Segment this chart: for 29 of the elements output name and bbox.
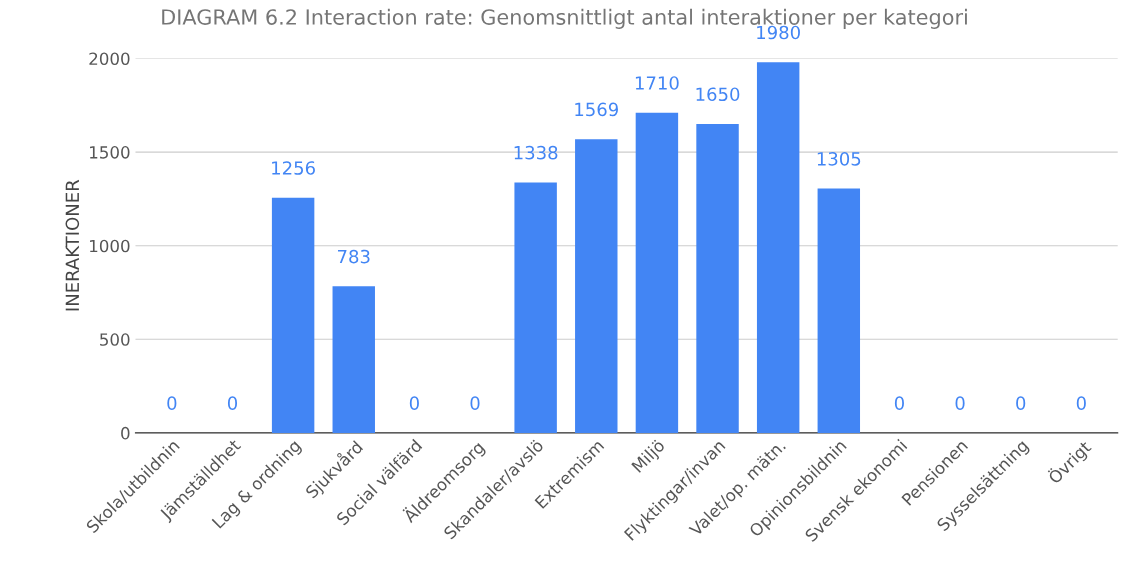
y-tick-label: 1000 — [90, 239, 130, 253]
y-tick-label: 2000 — [89, 52, 130, 66]
y-axis-title: INERAKTIONER — [65, 179, 80, 311]
data-label: 0 — [227, 396, 238, 410]
data-label: 783 — [338, 249, 370, 264]
data-label: 1569 — [575, 102, 618, 117]
bar — [514, 182, 557, 433]
bar — [332, 286, 375, 433]
y-tick-label: 500 — [100, 333, 130, 346]
data-label: 0 — [894, 396, 904, 410]
data-label: 0 — [955, 396, 965, 410]
bar — [756, 62, 800, 433]
data-label: 1256 — [272, 161, 315, 175]
bar — [635, 112, 679, 433]
data-label: 1305 — [817, 152, 861, 166]
bar — [817, 188, 861, 433]
data-label: 1338 — [514, 145, 558, 160]
data-label: 0 — [470, 396, 480, 410]
data-label: 0 — [167, 396, 177, 410]
data-label: 1650 — [696, 87, 740, 102]
bar — [575, 139, 618, 433]
bar — [271, 197, 315, 433]
y-tick-label: 1500 — [90, 146, 130, 159]
data-label: 0 — [1076, 396, 1086, 410]
data-label: 0 — [1016, 396, 1026, 410]
y-tick-label: 0 — [121, 426, 130, 440]
data-label: 0 — [409, 396, 419, 410]
bar — [696, 124, 739, 433]
data-label: 1710 — [635, 76, 679, 90]
